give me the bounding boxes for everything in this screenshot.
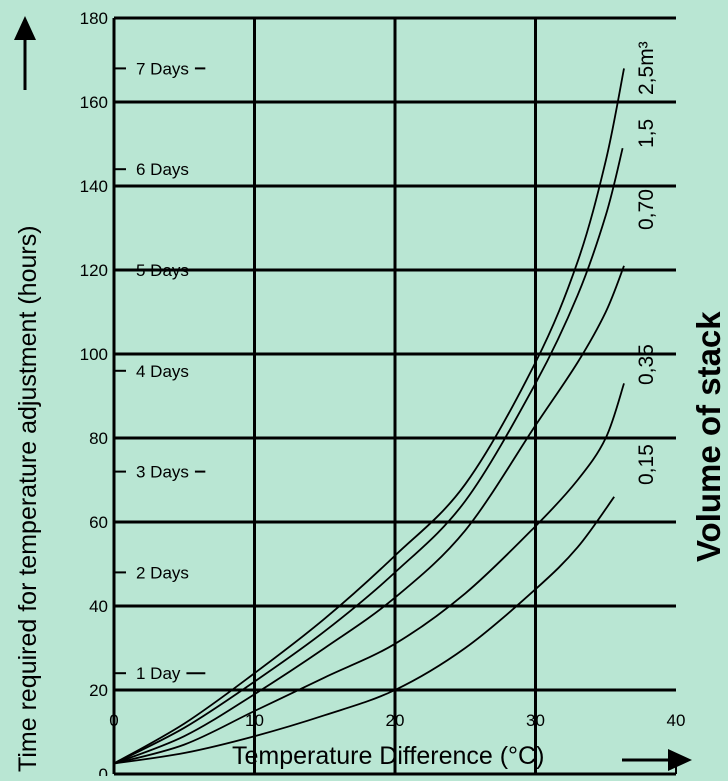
series-line-4 (113, 496, 615, 765)
y-tick-label-80: 80 (89, 429, 108, 448)
x-tick-label-10: 10 (245, 711, 264, 730)
y-tick-label-20: 20 (89, 681, 108, 700)
day-marker: 1 Day (114, 664, 206, 683)
series-label-4: 0,15 (635, 444, 658, 485)
series-labels: 2,5m³ 1,5 0,70 0,35 0,15 (635, 41, 658, 485)
y-tick-label-140: 140 (80, 177, 108, 196)
grid-lines (114, 16, 676, 774)
day-marker-label: 5 Days (136, 261, 189, 280)
series-curves (113, 68, 625, 765)
day-marker-label: 2 Days (136, 563, 189, 582)
day-marker: 4 Days (114, 362, 189, 381)
y-tick-label-100: 100 (80, 345, 108, 364)
y-tick-label-160: 160 (80, 93, 108, 112)
series-label-3: 0,35 (635, 344, 658, 385)
legend-title: Volume of stack (690, 311, 727, 562)
y-axis-label: Time required for temperature adjustment… (14, 225, 42, 772)
series-label-0: 2,5m³ (635, 41, 658, 95)
series-line-3 (113, 383, 625, 765)
x-tick-label-40: 40 (667, 711, 686, 730)
day-marker-label: 3 Days (136, 463, 189, 482)
day-markers: 1 Day 2 Days 3 Days 4 Days 5 Days 6 Days 7 Day… (114, 59, 206, 683)
y-tick-label-0: 0 (99, 765, 108, 776)
x-tick-label-20: 20 (386, 711, 405, 730)
day-marker-label: 4 Days (136, 362, 189, 381)
day-marker: 3 Days (114, 463, 206, 482)
x-axis-label: Temperature Difference (°C) (232, 742, 544, 770)
series-label-1: 1,5 (635, 119, 658, 148)
x-tick-label-0: 0 (109, 711, 118, 730)
series-label-2: 0,70 (635, 189, 658, 230)
series-line-0 (113, 68, 625, 765)
x-tick-label-30: 30 (526, 711, 545, 730)
y-tick-label-60: 60 (89, 513, 108, 532)
x-axis-arrowhead-icon (668, 749, 692, 771)
y-axis-arrowhead-icon (14, 16, 36, 40)
day-marker-label: 1 Day (136, 664, 181, 683)
y-tick-label-180: 180 (80, 9, 108, 28)
day-marker: 2 Days (114, 563, 189, 582)
series-line-2 (113, 265, 625, 765)
y-tick-label-40: 40 (89, 597, 108, 616)
day-marker-label: 7 Days (136, 59, 189, 78)
day-marker: 5 Days (114, 261, 206, 280)
day-marker: 7 Days (114, 59, 206, 78)
y-tick-label-120: 120 (80, 261, 108, 280)
day-marker: 6 Days (114, 160, 189, 179)
day-marker-label: 6 Days (136, 160, 189, 179)
series-line-1 (113, 147, 624, 765)
